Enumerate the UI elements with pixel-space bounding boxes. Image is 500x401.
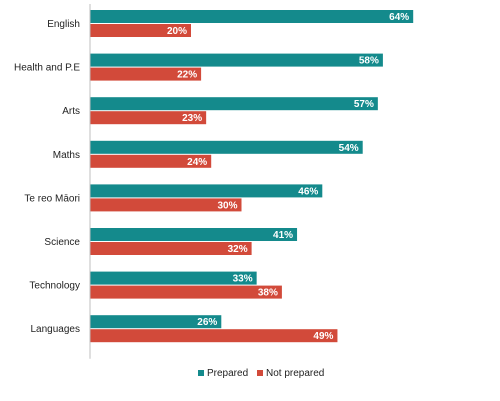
bar-prepared [90, 10, 414, 23]
legend-swatch-prepared [198, 370, 204, 376]
bar-not-prepared [90, 154, 212, 168]
data-label: 64% [389, 12, 409, 23]
data-label: 46% [298, 186, 318, 197]
bar-not-prepared [90, 67, 202, 81]
legend: Prepared Not prepared [198, 368, 324, 379]
bar-prepared [90, 97, 378, 111]
legend-label-prepared: Prepared [207, 368, 248, 379]
bar-not-prepared [90, 242, 252, 255]
data-label: 41% [273, 230, 293, 241]
category-label: Te reo Māori [24, 193, 80, 204]
bar-not-prepared [90, 24, 191, 37]
category-label: Science [44, 237, 80, 248]
data-label: 58% [359, 56, 379, 67]
bar-not-prepared [90, 111, 207, 125]
data-label: 20% [167, 26, 187, 37]
data-label: 49% [313, 331, 333, 342]
data-label: 22% [177, 70, 197, 81]
category-label: English [47, 19, 80, 30]
data-label: 23% [182, 113, 202, 124]
bar-not-prepared [90, 285, 282, 299]
data-label: 57% [354, 99, 374, 110]
category-label: Technology [29, 281, 80, 292]
category-label: Health and P.E [14, 63, 80, 74]
legend-swatch-not-prepared [257, 370, 263, 376]
bar-prepared [90, 271, 257, 285]
data-label: 33% [233, 274, 253, 285]
data-label: 26% [197, 317, 217, 328]
bars-layer: English 64% 20% Health and P.E 58% 22% Arts 57%… [14, 10, 414, 343]
category-label: Languages [31, 324, 81, 335]
bar-prepared [90, 184, 323, 198]
bar-not-prepared [90, 198, 242, 212]
bar-prepared [90, 228, 298, 241]
data-label: 32% [228, 244, 248, 255]
bar-prepared [90, 53, 383, 67]
category-label: Maths [53, 150, 80, 161]
data-label: 54% [339, 143, 359, 154]
category-label: Arts [62, 106, 80, 117]
legend-label-not-prepared: Not prepared [266, 368, 324, 379]
data-label: 24% [187, 157, 207, 168]
data-label: 38% [258, 288, 278, 299]
data-label: 30% [217, 200, 237, 211]
bar-prepared [90, 140, 363, 154]
bar-prepared [90, 315, 222, 329]
bar-not-prepared [90, 329, 338, 343]
